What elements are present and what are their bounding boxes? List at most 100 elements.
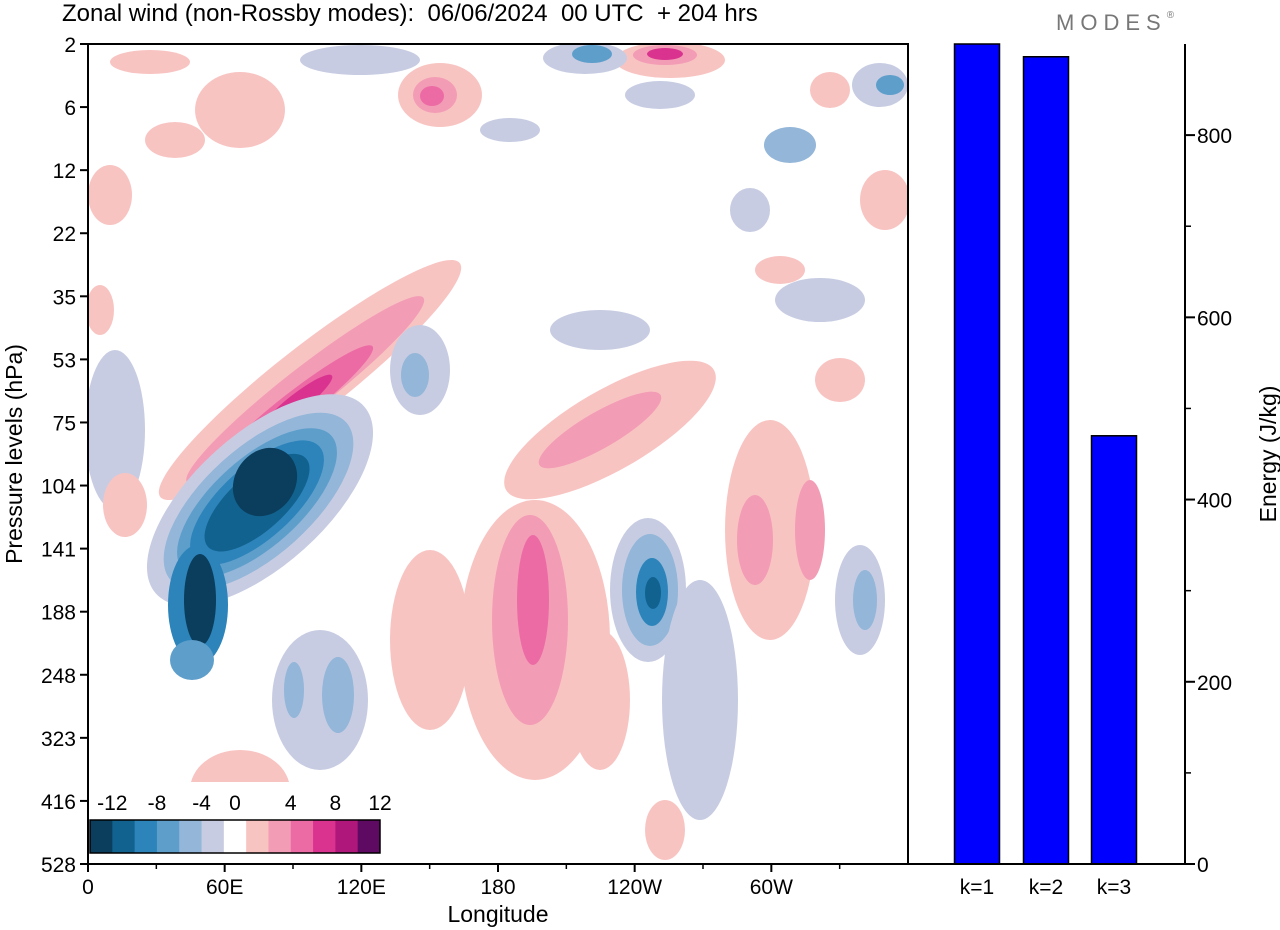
x-axis-label: Longitude [447,901,548,927]
pos-dl-3 [517,535,549,665]
colorbar-swatch [156,820,180,853]
y-tick-label: 323 [41,728,76,751]
negative-core-east [146,394,374,680]
y-tick-label: 6 [64,97,76,120]
colorbar-swatch [90,820,113,853]
pos-dl-6 [538,391,662,469]
pos-w-4 [815,358,865,402]
positive-core-west [725,256,865,640]
colorbar-swatch [179,820,203,853]
colorbar-swatch [134,820,158,853]
map-y-axis: 2 6 12 22 35 53 75 104 141 188 248 323 416 528 [41,34,88,877]
colorbar-swatch [246,820,269,853]
map-x-axis: 0 60E 120E 180 120W 60W [82,864,841,899]
y-tick-label: 141 [41,539,76,562]
x-tick-label: 180 [480,876,515,899]
pos-low-5 [570,630,630,770]
y-tick-label: 53 [53,349,76,372]
colorbar-swatch [335,820,359,853]
patch-pos [810,72,850,108]
patch-pos [88,165,132,225]
patch-pos [145,122,205,158]
energy-bar [953,43,1001,865]
bar-y-axis-label: Energy (J/kg) [1255,386,1280,523]
bar-y-tick-label: 0 [1197,854,1209,877]
neg-low-10 [550,310,650,350]
x-tick-label: 0 [82,876,94,899]
colorbar-swatch [201,820,225,853]
positive-core-dateline [390,360,716,780]
patch-neg [480,118,540,142]
patch-pos [647,48,683,60]
pos-low-2 [103,473,147,537]
pos-w-2 [737,495,773,585]
contour-field [88,44,908,860]
neg-lobe-inner [184,554,216,646]
patch-pos [195,72,285,148]
bar-y-axis: 0 200 400 600 800 [1185,125,1232,877]
bar-y-tick-label: 800 [1197,125,1232,148]
y-tick-label: 2 [64,34,76,57]
colorbar-label: 12 [368,792,391,815]
brand-logo: MODES® [1056,10,1174,36]
colorbar-swatch [112,820,136,853]
energy-bars: k=1 k=2 k=3 [953,43,1138,899]
colorbar-label: 4 [285,792,297,815]
colorbar-label: 8 [330,792,342,815]
bar-y-tick-label: 400 [1197,490,1232,513]
pos-dl-4 [390,550,470,730]
colorbar-label: -4 [192,792,211,815]
neg-low-11 [775,278,865,322]
patch-neg [625,81,695,109]
colorbar-label: 0 [229,792,241,815]
neg-low-3 [284,662,304,718]
neg-low-4 [662,580,738,820]
bar-category-label: k=2 [1029,876,1063,899]
brand-name: MODES [1056,10,1167,35]
bar-y-tick-label: 200 [1197,672,1232,695]
colorbar-swatch [357,820,381,853]
pos-w-5 [755,256,805,284]
y-axis-label: Pressure levels (hPa) [1,344,27,564]
patch-pos [110,50,190,74]
patch-neg [572,45,612,63]
colorbar-frame [89,819,381,854]
patch-pos [860,170,908,230]
neg-low-6 [853,570,877,630]
neg-pac-4 [645,577,661,609]
y-tick-label: 104 [41,476,76,499]
colorbar-swatch [223,820,247,853]
upper-level-patches [88,44,908,232]
colorbar-label: -12 [97,792,127,815]
brand-mark: ® [1166,10,1175,21]
y-tick-label: 75 [53,412,76,435]
colorbar-label: -8 [148,792,167,815]
y-tick-label: 12 [53,160,76,183]
x-tick-label: 120W [607,876,662,899]
patch-pos [420,86,444,106]
neg-low-9 [88,350,145,510]
y-tick-label: 248 [41,665,76,688]
y-tick-label: 528 [41,854,76,877]
patch-neg [300,45,420,75]
colorbar-swatch [268,820,292,853]
y-tick-label: 416 [41,791,76,814]
neg-core-1 [232,447,298,517]
patch-neg [764,127,816,163]
pos-w-3 [795,480,825,580]
neg-low-8 [401,353,429,397]
x-tick-label: 120E [337,876,386,899]
bar-y-tick-label: 600 [1197,307,1232,330]
colorbar-swatch [290,820,314,853]
y-tick-label: 188 [41,602,76,625]
patch-neg [730,188,770,232]
negative-core-pacific [610,518,686,662]
lower-negative-patches [88,278,885,820]
patch-neg [876,75,904,95]
energy-bar [1090,435,1138,865]
colorbar: -12 -8 -4 0 4 8 12 [88,782,392,855]
energy-bar [1022,56,1070,865]
x-tick-label: 60W [750,876,793,899]
neg-lobe-outer [170,640,214,680]
